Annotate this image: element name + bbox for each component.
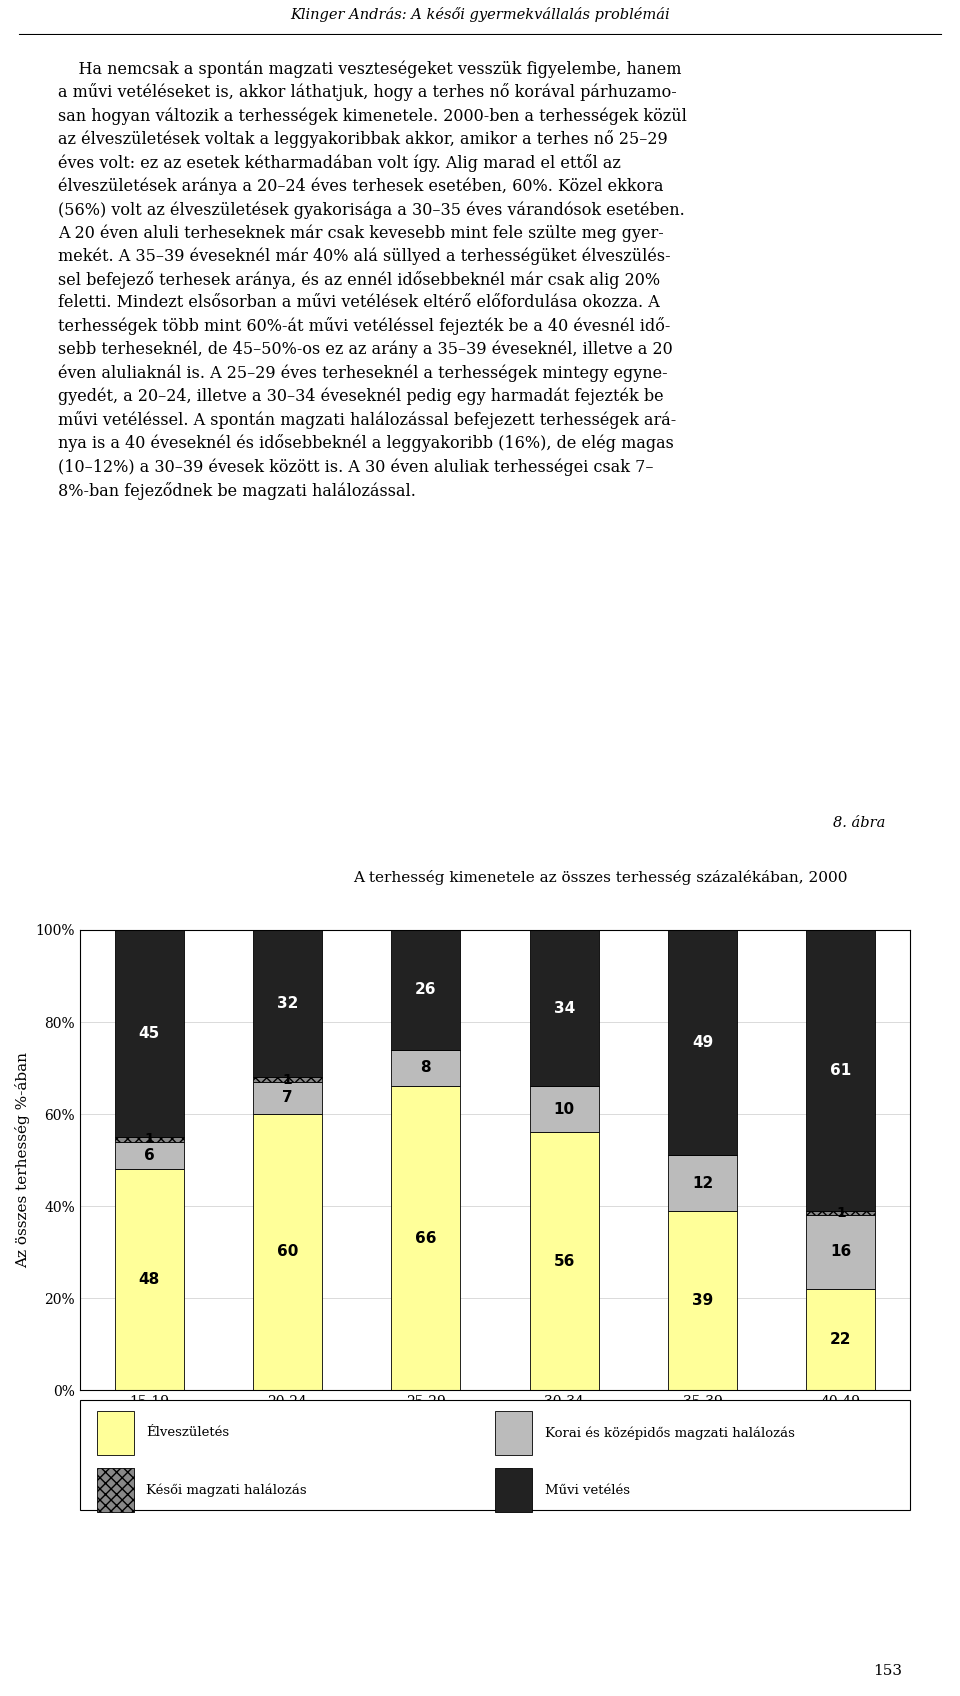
Text: 12: 12 xyxy=(692,1175,713,1191)
Text: 6: 6 xyxy=(144,1148,155,1163)
Bar xyxy=(806,1216,876,1289)
Bar xyxy=(114,929,183,1136)
Bar xyxy=(97,1411,134,1455)
Text: 1: 1 xyxy=(836,1206,846,1219)
Bar xyxy=(252,929,323,1077)
Bar xyxy=(806,1211,876,1216)
Bar xyxy=(252,1082,323,1114)
Text: 10: 10 xyxy=(554,1102,575,1118)
Bar xyxy=(806,1289,876,1391)
Bar xyxy=(114,1136,183,1141)
Bar xyxy=(392,929,461,1050)
Bar xyxy=(530,1133,599,1391)
Bar xyxy=(806,929,876,1211)
Text: Művi vetélés: Művi vetélés xyxy=(545,1484,630,1496)
Text: 1: 1 xyxy=(144,1133,154,1146)
Text: 48: 48 xyxy=(138,1272,159,1287)
X-axis label: Az anya életkora: Az anya életkora xyxy=(430,1416,560,1431)
Text: 61: 61 xyxy=(830,1063,852,1077)
Text: Élveszületés: Élveszületés xyxy=(146,1426,229,1440)
Text: 22: 22 xyxy=(830,1331,852,1347)
Text: 56: 56 xyxy=(554,1253,575,1269)
Text: 60: 60 xyxy=(276,1245,299,1260)
Bar xyxy=(530,1087,599,1133)
Text: 32: 32 xyxy=(276,996,299,1011)
Bar xyxy=(97,1469,134,1513)
Bar xyxy=(392,1050,461,1087)
Bar xyxy=(252,1077,323,1082)
Text: 49: 49 xyxy=(692,1035,713,1050)
Text: 66: 66 xyxy=(415,1231,437,1245)
Text: 45: 45 xyxy=(138,1026,159,1041)
Text: A terhesség kimenetele az összes terhesség százalékában, 2000: A terhesség kimenetele az összes terhess… xyxy=(353,870,848,885)
Bar xyxy=(530,929,599,1087)
Text: Klinger András: A késői gyermekvállalás problémái: Klinger András: A késői gyermekvállalás … xyxy=(290,7,670,22)
Bar xyxy=(668,1211,737,1391)
Text: 8. ábra: 8. ábra xyxy=(833,816,885,829)
Text: 16: 16 xyxy=(830,1245,852,1260)
Text: 26: 26 xyxy=(415,982,437,997)
Text: 7: 7 xyxy=(282,1091,293,1106)
Text: Késői magzati halálozás: Késői magzati halálozás xyxy=(146,1484,307,1498)
Y-axis label: Az összes terhesség %-ában: Az összes terhesség %-ában xyxy=(15,1052,30,1269)
Bar xyxy=(252,1114,323,1391)
Text: 34: 34 xyxy=(554,1001,575,1016)
Text: Ha nemcsak a spontán magzati veszteségeket vesszük figyelembe, hanem
a művi veté: Ha nemcsak a spontán magzati veszteségek… xyxy=(58,59,686,500)
Text: 153: 153 xyxy=(874,1664,902,1677)
Bar xyxy=(668,929,737,1155)
Text: 1: 1 xyxy=(282,1072,293,1087)
Text: 8: 8 xyxy=(420,1060,431,1075)
Text: Korai és középidős magzati halálozás: Korai és középidős magzati halálozás xyxy=(545,1426,795,1440)
Bar xyxy=(392,1087,461,1391)
Text: 39: 39 xyxy=(692,1292,713,1308)
Bar xyxy=(495,1469,533,1513)
Bar xyxy=(114,1141,183,1169)
Bar xyxy=(114,1169,183,1391)
Bar xyxy=(668,1155,737,1211)
Bar xyxy=(495,1411,533,1455)
